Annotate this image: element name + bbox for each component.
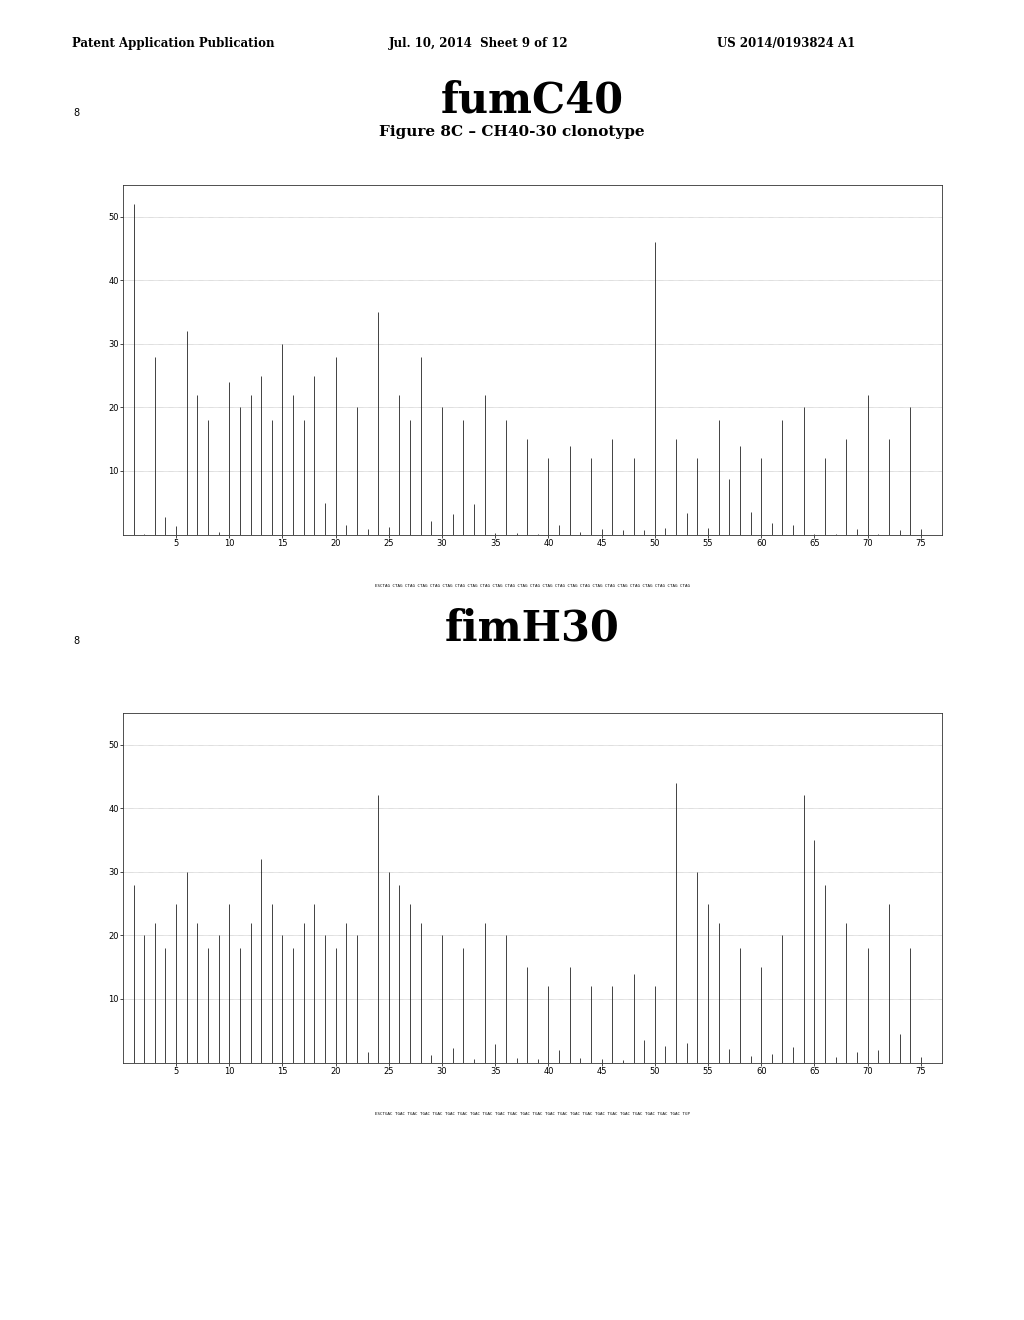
Text: 8: 8 xyxy=(74,636,80,645)
Text: Figure 8C – CH40-30 clonotype: Figure 8C – CH40-30 clonotype xyxy=(379,125,645,140)
Text: US 2014/0193824 A1: US 2014/0193824 A1 xyxy=(717,37,855,50)
Text: ESCTGAC TGAC TGAC TGAC TGAC TGAC TGAC TGAC TGAC TGAC TGAC TGAC TGAC TGAC TGAC TG: ESCTGAC TGAC TGAC TGAC TGAC TGAC TGAC TG… xyxy=(375,1111,690,1115)
Text: Jul. 10, 2014  Sheet 9 of 12: Jul. 10, 2014 Sheet 9 of 12 xyxy=(389,37,568,50)
Text: fumC40: fumC40 xyxy=(441,79,624,121)
Text: Patent Application Publication: Patent Application Publication xyxy=(72,37,274,50)
Text: fimH30: fimH30 xyxy=(445,607,620,649)
Text: ESCTAG CTAG CTAG CTAG CTAG CTAG CTAG CTAG CTAG CTAG CTAG CTAG CTAG CTAG CTAG CTA: ESCTAG CTAG CTAG CTAG CTAG CTAG CTAG CTA… xyxy=(375,583,690,587)
Text: 8: 8 xyxy=(74,108,80,117)
